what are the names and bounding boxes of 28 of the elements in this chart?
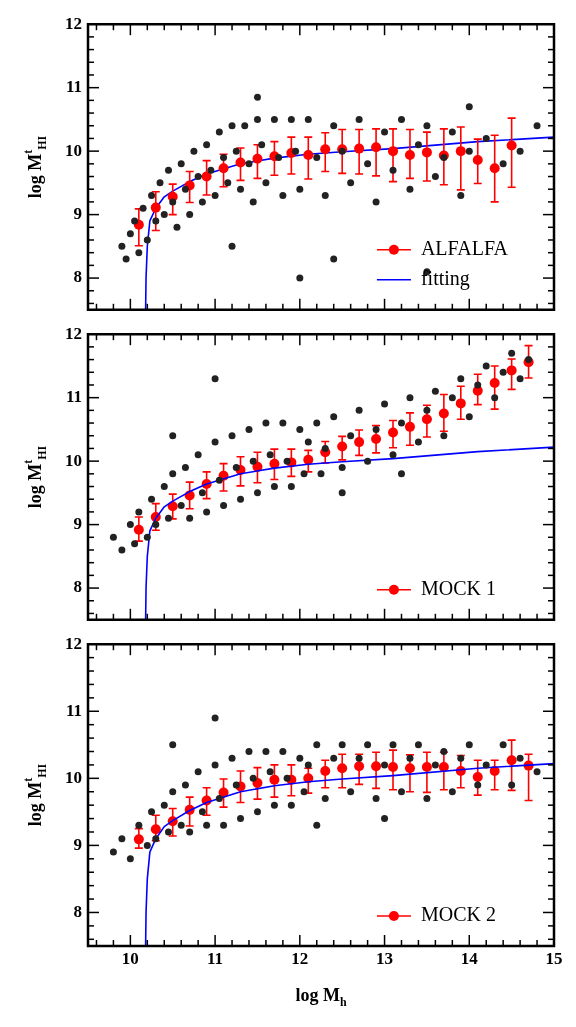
y-tick-label: 8 — [73, 577, 82, 597]
legend-label: ALFALFA — [420, 237, 509, 260]
y-tick-label: 9 — [73, 513, 82, 533]
legend-label: fitting — [420, 267, 470, 291]
y-tick-label: 10 — [65, 450, 82, 470]
y-tick-label: 11 — [65, 77, 82, 97]
y-tick-label: 12 — [65, 13, 82, 33]
x-tick-label: 10 — [121, 948, 139, 968]
y-tick-label: 10 — [65, 767, 82, 787]
y-tick-label: 8 — [73, 267, 82, 287]
y-tick-label: 12 — [65, 633, 82, 653]
y-tick-label: 9 — [73, 834, 82, 854]
y-tick-label: 11 — [65, 387, 82, 407]
y-axis-title: log MtHI — [20, 445, 50, 509]
y-tick-label: 8 — [73, 901, 82, 921]
x-tick-label: 13 — [376, 948, 394, 968]
y-tick-label: 10 — [65, 140, 82, 160]
y-tick-label: 12 — [65, 323, 82, 343]
y-tick-label: 11 — [65, 700, 82, 720]
y-tick-label: 9 — [73, 203, 82, 223]
x-tick-label: 11 — [207, 948, 224, 968]
legend-label: MOCK 2 — [420, 903, 496, 926]
x-tick-label: 15 — [545, 948, 563, 968]
y-axis-title: log MtHI — [20, 763, 50, 827]
y-axis-title: log MtHI — [20, 135, 50, 199]
legend-label: MOCK 1 — [420, 577, 496, 600]
x-tick-label: 14 — [460, 948, 479, 968]
x-tick-label: 12 — [291, 948, 309, 968]
